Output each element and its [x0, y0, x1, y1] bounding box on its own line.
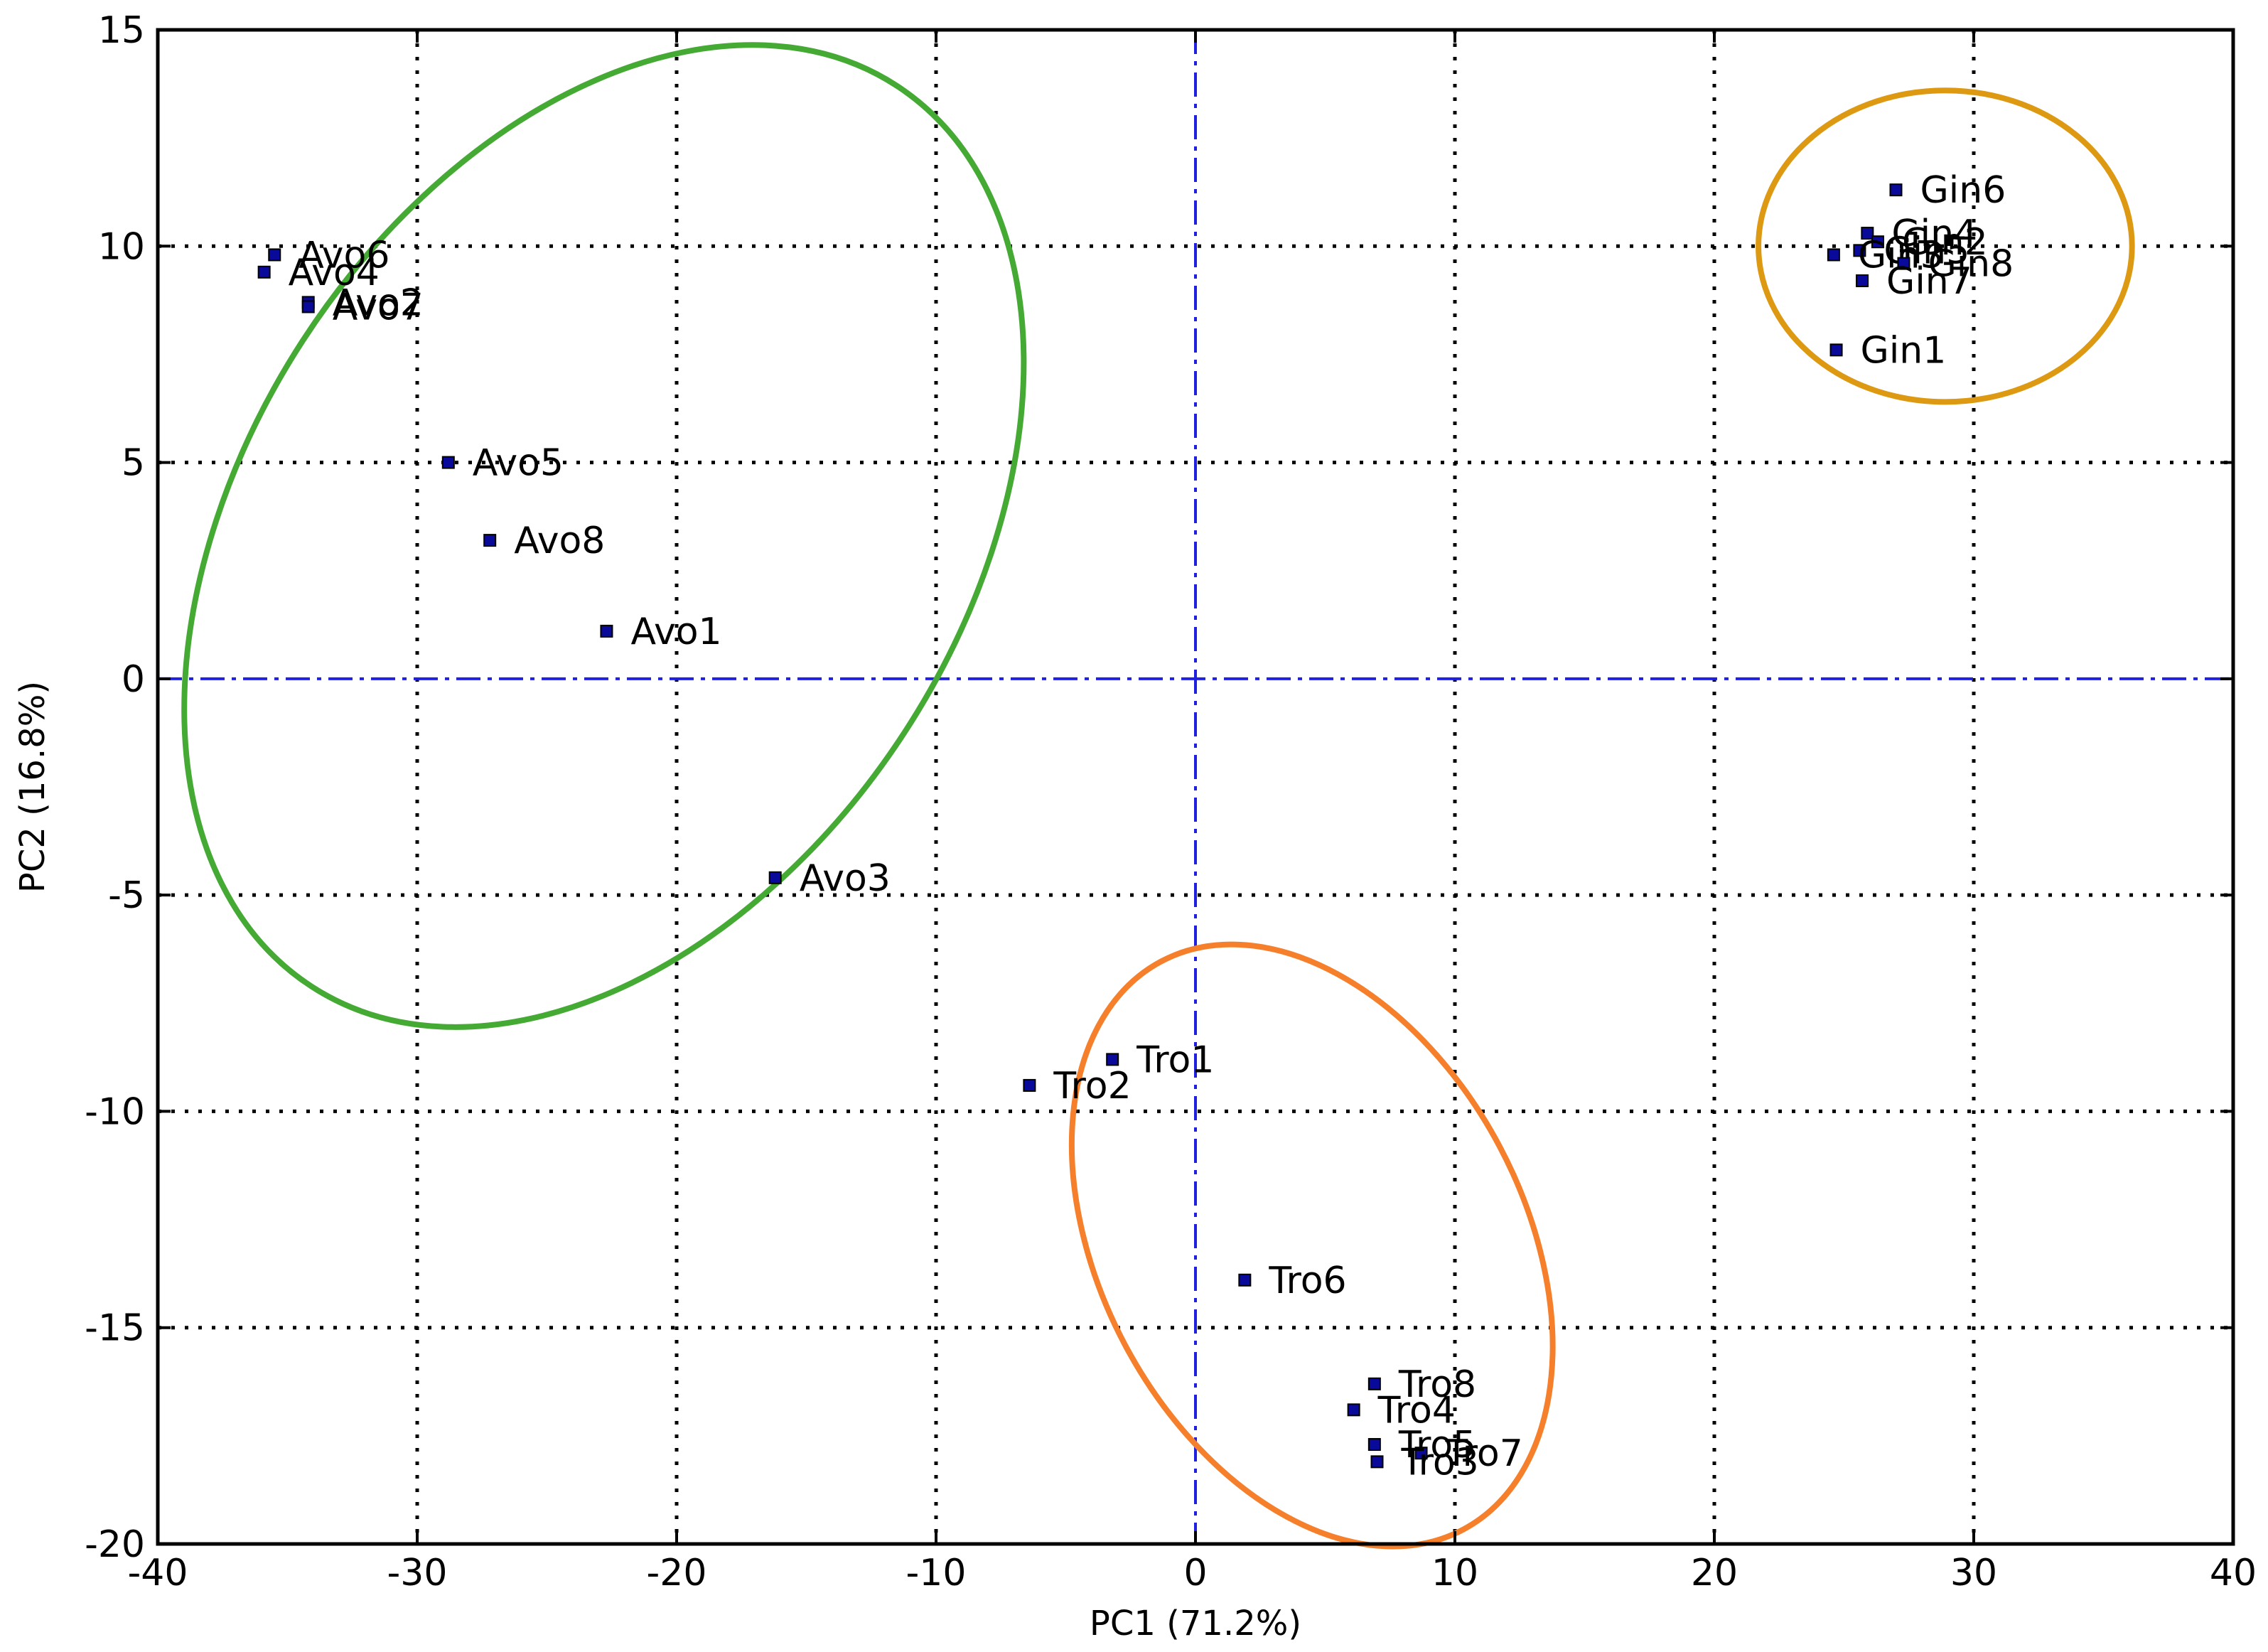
point-label: Avo4 [289, 252, 380, 294]
axis-ticks: -40 -30 -20 -10 0 10 20 30 40 -20 -15 -10 -5 0 5 10 15 [85, 9, 2257, 1594]
x-tick-label: 0 [1183, 1552, 1207, 1594]
point-label: Gin7 [1886, 260, 1972, 303]
x-tick-label: 10 [1431, 1552, 1478, 1594]
data-point [1871, 235, 1884, 249]
y-tick-label: 5 [122, 442, 145, 485]
point-label: Avo5 [473, 442, 564, 485]
point-label: Gin8 [1928, 243, 2014, 286]
data-point [441, 456, 455, 469]
grid [158, 30, 2233, 1544]
data-point [1414, 1447, 1428, 1460]
data-point [1367, 1438, 1381, 1452]
point-label: Avo6 [299, 234, 389, 277]
data-point [1856, 274, 1869, 287]
cluster-ellipse-tro [1068, 941, 1556, 1550]
x-tick-label: -40 [128, 1552, 188, 1594]
x-tick-label: -10 [906, 1552, 967, 1594]
point-label: Avo8 [514, 520, 605, 562]
point-label: Tro6 [1268, 1260, 1346, 1302]
data-point [257, 265, 271, 279]
point-label: Tro1 [1136, 1039, 1214, 1081]
point-label: Avo2 [333, 281, 424, 324]
cluster-ellipse-avo [181, 42, 1027, 1030]
data-point [1367, 1377, 1381, 1390]
data-point [1827, 248, 1840, 262]
data-point [1829, 343, 1843, 357]
y-tick-label: 15 [98, 9, 145, 52]
x-tick-label: 40 [2210, 1552, 2257, 1594]
point-label: Avo3 [800, 857, 891, 900]
point-label: Tro7 [1445, 1432, 1523, 1475]
y-tick-label: 10 [98, 225, 145, 268]
x-tick-label: 30 [1950, 1552, 1997, 1594]
point-label: Tro4 [1377, 1389, 1456, 1432]
data-point [1853, 244, 1866, 257]
data-point [600, 624, 613, 638]
point-label: Tro5 [1398, 1424, 1476, 1466]
data-point [1861, 227, 1874, 240]
point-label: Gin4 [1891, 213, 1977, 255]
y-axis-title: PC2 (16.8%) [13, 681, 53, 893]
data-point [1347, 1403, 1360, 1417]
point-label: Tro3 [1401, 1441, 1479, 1484]
x-axis-title: PC1 (71.2%) [1090, 1604, 1301, 1643]
point-label: Gin2 [1902, 221, 1988, 264]
cluster-ellipse-gin [1756, 87, 2135, 405]
data-point [1106, 1053, 1119, 1066]
cluster-ellipses [181, 42, 2135, 1550]
point-label: Gin6 [1920, 169, 2006, 212]
y-tick-label: -5 [108, 874, 145, 917]
data-point [1889, 183, 1903, 197]
zero-lines [158, 30, 2233, 1544]
x-tick-label: -30 [387, 1552, 448, 1594]
point-label: Tro2 [1053, 1065, 1131, 1107]
point-label: Tro8 [1398, 1363, 1476, 1406]
x-tick-label: -20 [647, 1552, 707, 1594]
y-tick-label: -20 [85, 1523, 145, 1566]
data-point [301, 300, 315, 313]
data-point [1238, 1273, 1252, 1287]
point-label: Gin1 [1861, 329, 1947, 372]
x-tick-label: 20 [1691, 1552, 1738, 1594]
y-tick-label: -10 [85, 1090, 145, 1133]
data-point [768, 871, 782, 884]
point-label: Avo1 [630, 611, 721, 653]
data-point [268, 248, 281, 262]
point-label: Avo7 [333, 286, 424, 328]
y-tick-label: 0 [122, 658, 145, 701]
y-tick-label: -15 [85, 1307, 145, 1350]
data-point [483, 534, 497, 547]
data-point [1370, 1455, 1384, 1469]
data-point [1023, 1078, 1036, 1092]
data-point [1897, 257, 1910, 270]
